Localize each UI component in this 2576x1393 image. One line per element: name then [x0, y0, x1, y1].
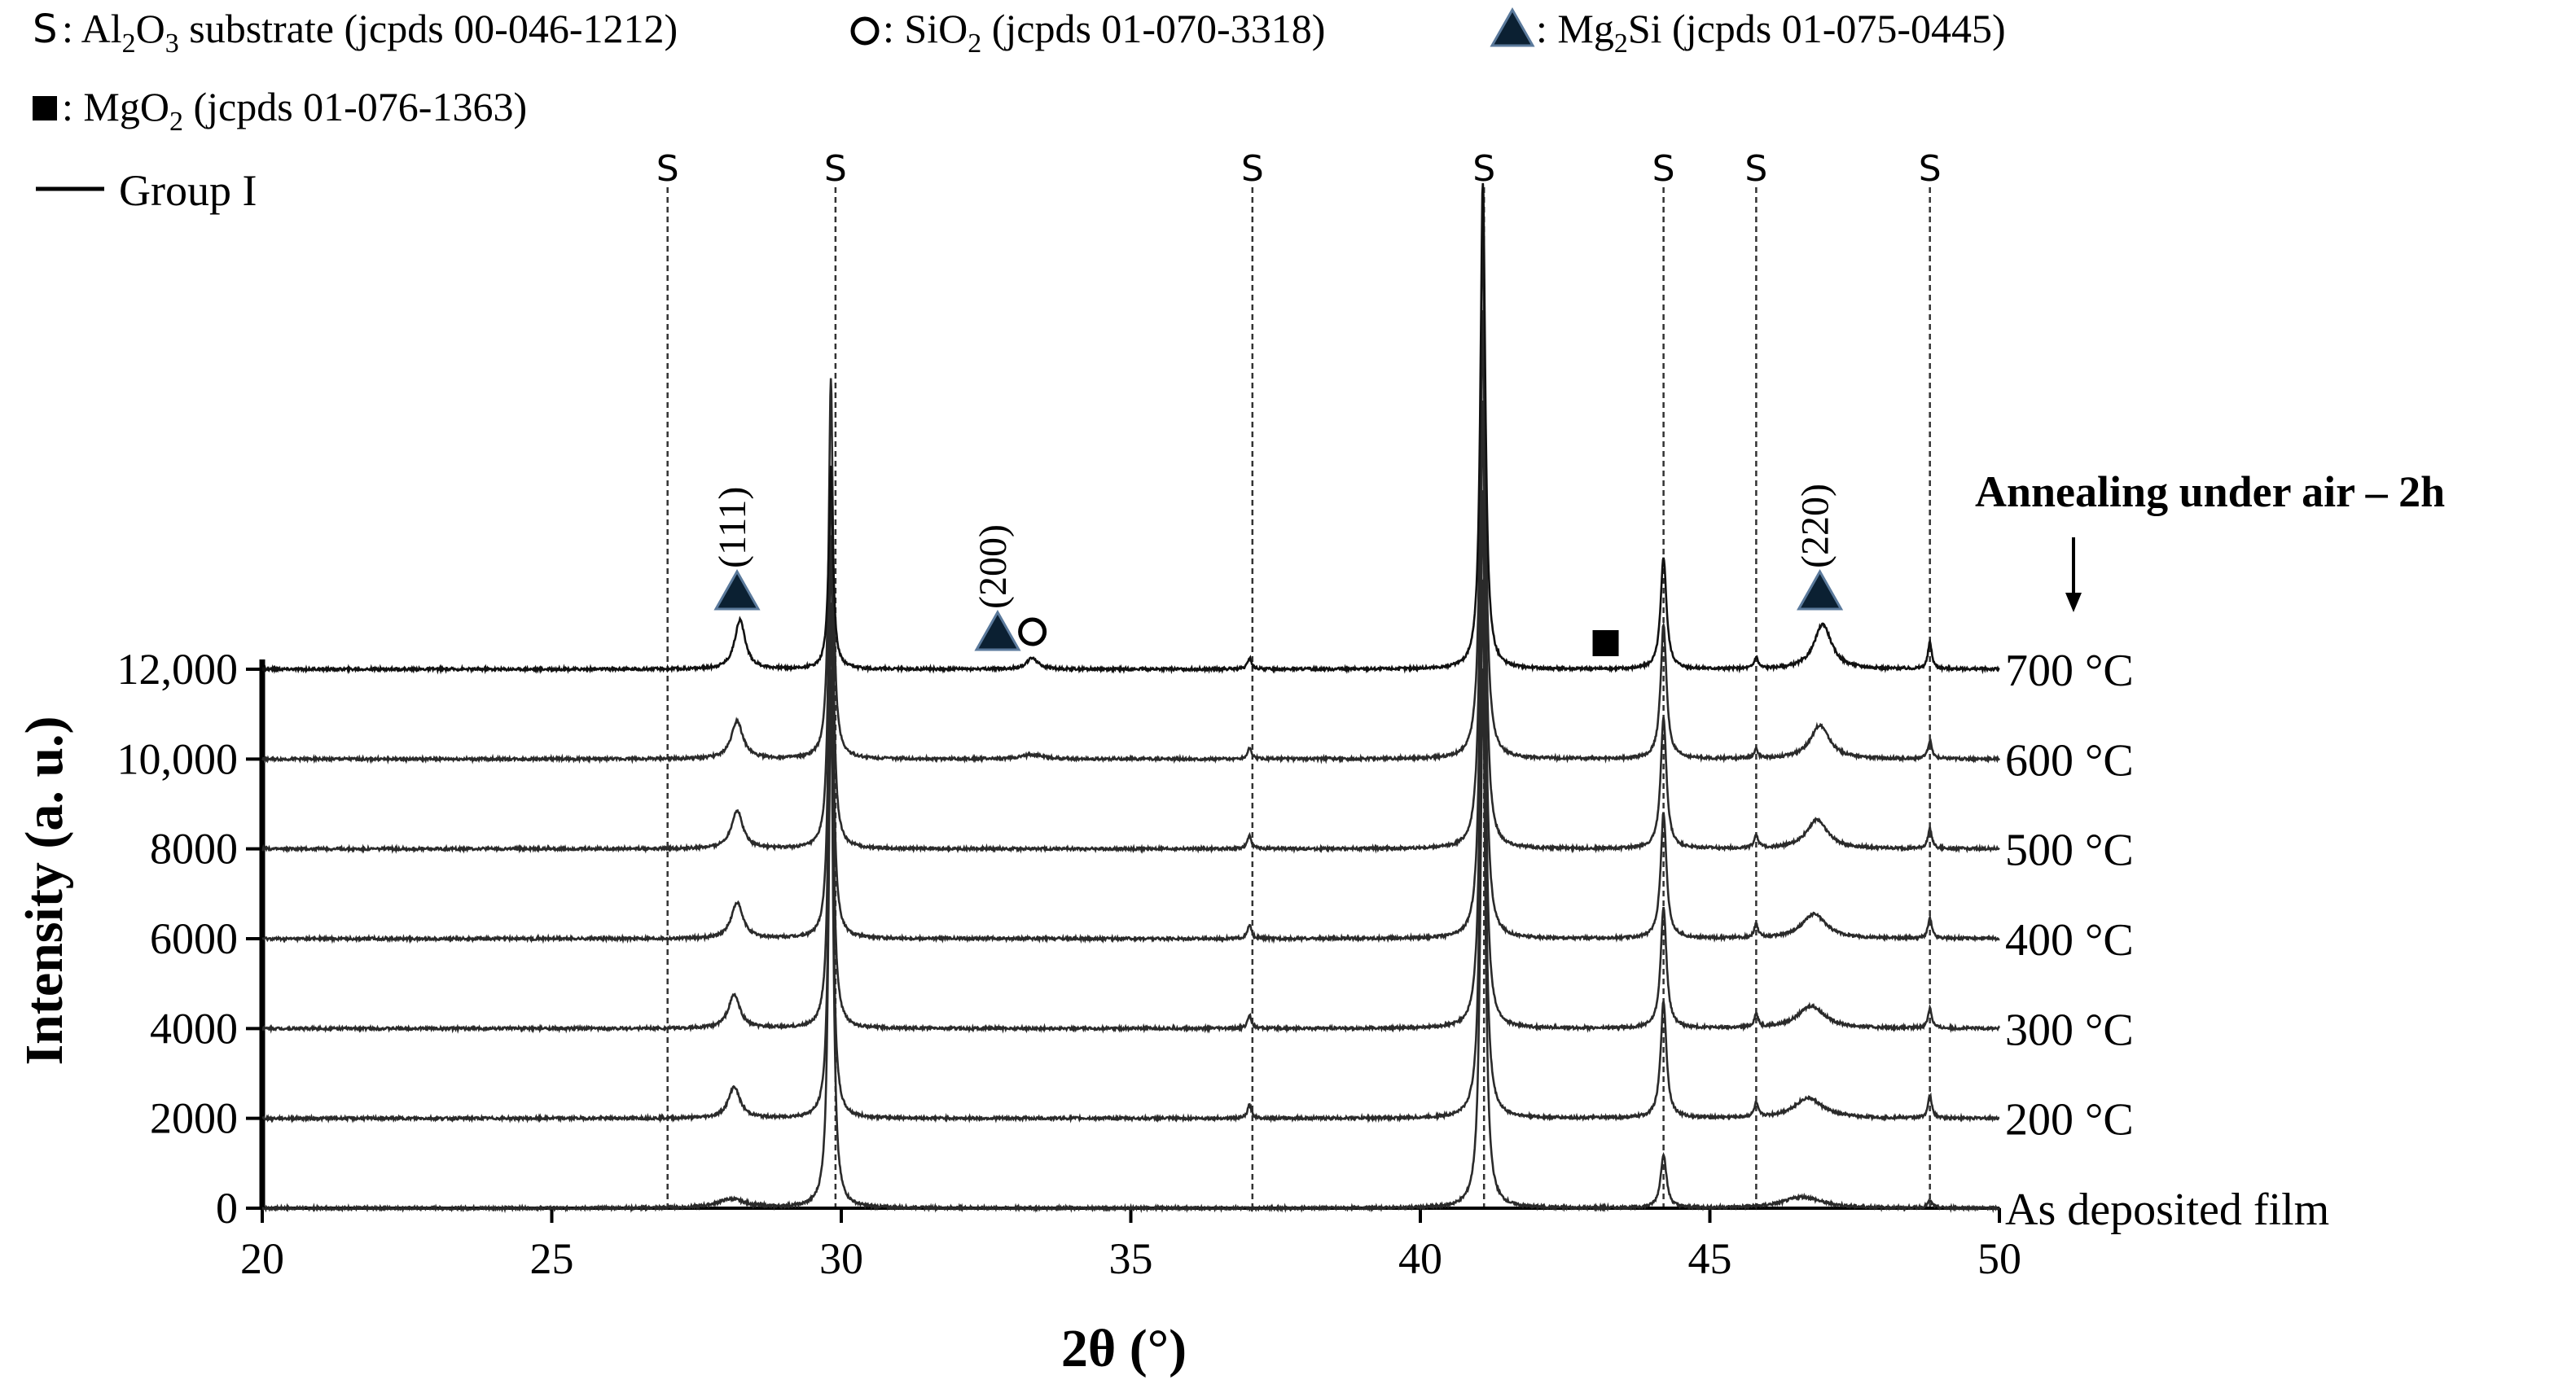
legend-sio2-text: : SiO2 (jcpds 01-070-3318) [883, 6, 1325, 59]
series-line [261, 400, 2000, 944]
mg2si-220-triangle-icon [1797, 568, 1844, 611]
y-tick-label: 4000 [150, 1004, 238, 1053]
x-tick-label: 50 [1977, 1234, 2021, 1283]
reference-label: S [1241, 148, 1264, 190]
x-tick-label: 25 [530, 1234, 574, 1283]
reference-label: S [1919, 148, 1942, 190]
triangle-marker-icon [1490, 7, 1535, 47]
square-marker-icon [33, 96, 57, 120]
reference-label: S [656, 148, 679, 190]
mg2si-111-triangle-icon [713, 568, 761, 611]
y-tick-label: 6000 [150, 914, 238, 963]
x-tick-label: 20 [240, 1234, 284, 1283]
x-tick-label: 30 [819, 1234, 863, 1283]
series-line [261, 182, 2000, 675]
x-tick-label: 45 [1688, 1234, 1732, 1283]
series-line [261, 309, 2000, 854]
substrate-symbol: S [33, 7, 57, 52]
series-label: 500 °C [2005, 826, 2134, 876]
circle-marker-icon [850, 16, 880, 46]
x-tick-label: 40 [1398, 1234, 1442, 1283]
series-line [261, 668, 2001, 1214]
series-line [261, 220, 2001, 764]
y-tick-label: 10,000 [117, 734, 239, 783]
reference-label: S [1472, 148, 1495, 190]
series-line [261, 579, 2000, 1124]
x-tick-label: 35 [1109, 1234, 1153, 1283]
miller-index-label: (111) [711, 487, 754, 568]
reference-label: S [1652, 148, 1675, 190]
mg2si-200-triangle-icon [974, 609, 1021, 651]
legend-mgo2-text: : MgO2 (jcpds 01-076-1363) [62, 84, 527, 137]
legend-item-sio2: : SiO2 (jcpds 01-070-3318) [850, 6, 1325, 59]
legend: S : Al2O3 substrate (jcpds 00-046-1212) … [33, 6, 2006, 215]
series-label: 600 °C [2005, 735, 2134, 786]
series-label: 700 °C [2005, 646, 2134, 696]
legend-group-text: Group I [119, 166, 257, 215]
reference-label: S [824, 148, 847, 190]
annealing-note: Annealing under air – 2h [1975, 467, 2445, 516]
arrow-down-icon [2065, 537, 2082, 612]
series-label: 400 °C [2005, 915, 2134, 966]
legend-item-substrate: S : Al2O3 substrate (jcpds 00-046-1212) [33, 6, 678, 59]
series-label: 200 °C [2005, 1095, 2134, 1146]
axes: 20 25 30 35 40 45 50 0 2000 4000 6000 8000 10,000 12,… [117, 645, 2022, 1283]
sio2-circle-icon [1018, 617, 1047, 646]
legend-mg2si-text: : Mg2Si (jcpds 01-075-0445) [1536, 6, 2006, 59]
mgo2-square-icon [1592, 630, 1619, 656]
series-line [261, 490, 2001, 1034]
y-tick-label: 12,000 [117, 645, 239, 694]
series-layer: As deposited film 200 °C 300 °C 400 °C 500 °… [261, 182, 2329, 1235]
miller-index-label: (220) [1794, 484, 1837, 568]
legend-item-mgo2: : MgO2 (jcpds 01-076-1363) [33, 84, 527, 137]
reference-label: S [1744, 148, 1767, 190]
miller-index-label: (200) [972, 524, 1015, 609]
y-tick-label: 0 [216, 1184, 238, 1233]
legend-item-group: Group I [36, 166, 257, 215]
y-axis-title: Intensity (a. u.) [15, 716, 74, 1065]
legend-substrate-text: : Al2O3 substrate (jcpds 00-046-1212) [62, 6, 678, 59]
phase-markers: (111) (220) (200) [711, 484, 1844, 656]
y-tick-label: 8000 [150, 825, 238, 874]
y-tick-label: 2000 [150, 1094, 238, 1143]
legend-item-mg2si: : Mg2Si (jcpds 01-075-0445) [1490, 6, 2006, 59]
x-axis-title: 2θ (°) [1061, 1319, 1187, 1378]
series-label: As deposited film [2005, 1185, 2329, 1235]
series-label: 300 °C [2005, 1005, 2134, 1055]
